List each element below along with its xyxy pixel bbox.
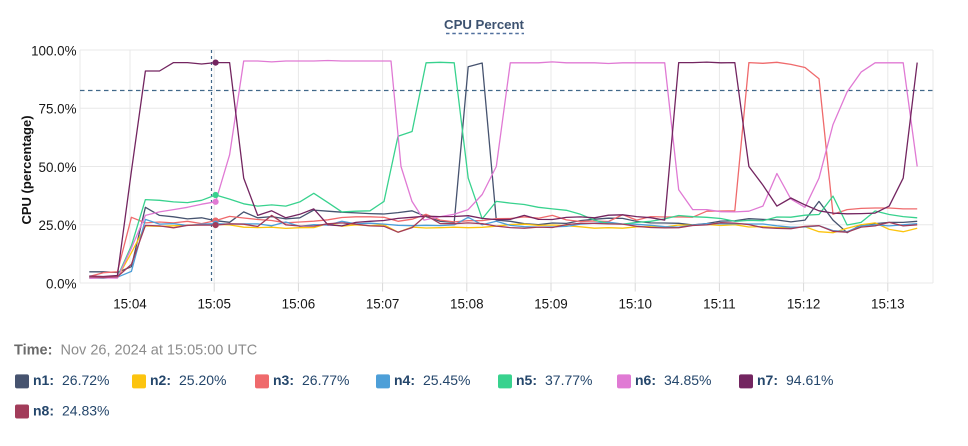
svg-text:n8:: n8: [33, 402, 54, 418]
svg-text:50.0%: 50.0% [39, 160, 77, 175]
svg-text:n1:: n1: [33, 372, 54, 388]
svg-text:25.0%: 25.0% [39, 218, 77, 233]
svg-text:n4:: n4: [394, 372, 415, 388]
svg-text:15:09: 15:09 [534, 297, 568, 312]
svg-text:15:10: 15:10 [618, 297, 652, 312]
svg-text:0.0%: 0.0% [46, 276, 77, 291]
svg-text:100.0%: 100.0% [31, 43, 77, 58]
svg-text:24.83%: 24.83% [62, 402, 109, 418]
svg-text:25.20%: 25.20% [179, 372, 226, 388]
svg-text:26.72%: 26.72% [62, 372, 109, 388]
svg-text:15:12: 15:12 [787, 297, 821, 312]
svg-text:37.77%: 37.77% [545, 372, 592, 388]
svg-text:CPU Percent: CPU Percent [444, 17, 524, 32]
svg-text:25.45%: 25.45% [423, 372, 470, 388]
svg-text:75.0%: 75.0% [39, 102, 77, 117]
svg-text:15:13: 15:13 [871, 297, 905, 312]
svg-text:15:11: 15:11 [703, 297, 736, 312]
svg-text:Time:: Time: [14, 343, 52, 359]
svg-text:15:08: 15:08 [450, 297, 484, 312]
svg-text:15:06: 15:06 [282, 297, 316, 312]
svg-text:15:04: 15:04 [113, 297, 147, 312]
svg-text:n7:: n7: [757, 372, 778, 388]
svg-text:n2:: n2: [150, 372, 171, 388]
svg-text:15:05: 15:05 [197, 297, 231, 312]
svg-text:n5:: n5: [516, 372, 537, 388]
svg-text:CPU (percentage): CPU (percentage) [19, 115, 34, 224]
svg-text:15:07: 15:07 [366, 297, 400, 312]
svg-text:94.61%: 94.61% [786, 372, 833, 388]
svg-text:26.77%: 26.77% [302, 372, 349, 388]
svg-text:Nov 26, 2024 at 15:05:00 UTC: Nov 26, 2024 at 15:05:00 UTC [61, 343, 258, 359]
svg-text:34.85%: 34.85% [664, 372, 711, 388]
svg-text:n6:: n6: [635, 372, 656, 388]
svg-text:n3:: n3: [273, 372, 294, 388]
